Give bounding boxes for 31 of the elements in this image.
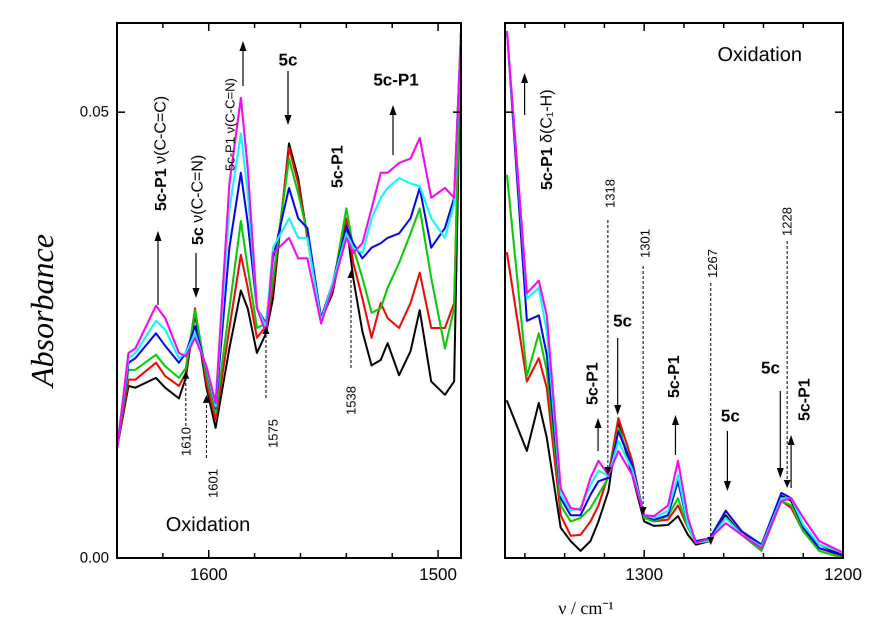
x-tick-label: 1300	[625, 565, 664, 584]
y-axis-title: Absorbance	[24, 234, 60, 389]
annotation: 5c	[613, 312, 632, 330]
x-tick-label: 1500	[419, 565, 457, 584]
x-axis-title: ν / cm⁻¹	[558, 598, 614, 618]
annotation: 5c	[761, 358, 780, 378]
annotation: 5c-P1	[584, 362, 602, 405]
annotation: Oxidation	[717, 44, 802, 66]
annotation: 1610	[178, 427, 194, 456]
annotation: 5c-P1	[666, 355, 683, 398]
y-tick-label: 0.05	[80, 104, 109, 121]
y-tick-label: 0.00	[80, 550, 109, 566]
annotation: 1318	[602, 179, 618, 208]
annotation: 5c-P1	[330, 145, 346, 188]
annotation: 5c-P1 ν(C-C=C)	[152, 96, 170, 211]
annotation: 5c-P1	[796, 378, 814, 421]
x-tick-label: 1200	[824, 565, 862, 584]
annotation: 5c ν(C-C=N)	[190, 154, 206, 245]
annotation: 1301	[638, 229, 653, 258]
annotation: 5c-P1 ν(C-C=N)	[222, 78, 238, 171]
annotation: 5c	[720, 406, 740, 426]
annotation: 5c-P1 δ(C₁-H)	[538, 89, 556, 190]
annotation: 1601	[206, 469, 220, 498]
annotation: 1538	[344, 386, 358, 415]
annotation: Oxidation	[166, 514, 250, 536]
annotation: 1575	[266, 419, 280, 448]
annotation: 5c-P1	[373, 70, 419, 90]
annotation: 5c	[278, 50, 298, 70]
annotation: 1267	[705, 249, 720, 278]
x-tick-label: 1600	[190, 565, 228, 584]
annotation: 1228	[780, 207, 795, 236]
